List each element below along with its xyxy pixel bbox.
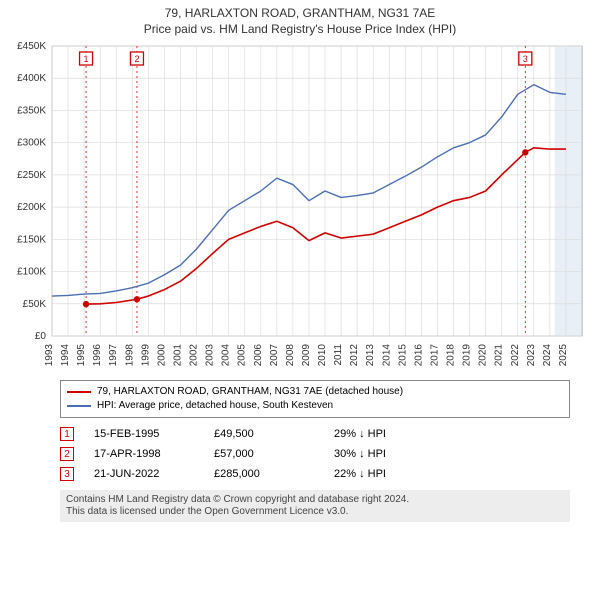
svg-text:2005: 2005 <box>237 344 248 367</box>
svg-text:2010: 2010 <box>317 344 328 367</box>
legend-item: 79, HARLAXTON ROAD, GRANTHAM, NG31 7AE (… <box>67 385 563 399</box>
svg-text:2: 2 <box>134 54 139 64</box>
svg-text:£400K: £400K <box>17 73 46 84</box>
svg-text:2021: 2021 <box>494 344 505 367</box>
legend-label: HPI: Average price, detached house, Sout… <box>97 399 333 413</box>
svg-text:2012: 2012 <box>349 344 360 367</box>
svg-text:2013: 2013 <box>365 344 376 367</box>
svg-text:2011: 2011 <box>333 344 344 366</box>
svg-text:2022: 2022 <box>510 344 521 367</box>
svg-text:1995: 1995 <box>76 344 87 367</box>
svg-text:£450K: £450K <box>17 41 46 52</box>
legend-swatch <box>67 405 91 407</box>
sale-price: £285,000 <box>214 468 334 480</box>
svg-text:2003: 2003 <box>205 344 216 367</box>
sale-marker-icon: 3 <box>60 467 74 481</box>
sale-delta: 30% ↓ HPI <box>334 448 454 460</box>
svg-text:£150K: £150K <box>17 234 46 245</box>
svg-text:2008: 2008 <box>285 344 296 367</box>
legend-swatch <box>67 391 91 393</box>
legend-item: HPI: Average price, detached house, Sout… <box>67 399 563 413</box>
svg-text:1997: 1997 <box>108 344 119 367</box>
sale-row: 3 21-JUN-2022 £285,000 22% ↓ HPI <box>60 464 570 484</box>
svg-text:1998: 1998 <box>124 344 135 367</box>
sale-price: £49,500 <box>214 428 334 440</box>
svg-text:2023: 2023 <box>526 344 537 367</box>
svg-text:2015: 2015 <box>397 344 408 367</box>
footer-line: Contains HM Land Registry data © Crown c… <box>66 494 564 506</box>
svg-text:1993: 1993 <box>44 344 55 367</box>
sale-row: 1 15-FEB-1995 £49,500 29% ↓ HPI <box>60 424 570 444</box>
sale-date: 15-FEB-1995 <box>94 428 214 440</box>
sales-table: 1 15-FEB-1995 £49,500 29% ↓ HPI 2 17-APR… <box>60 424 570 484</box>
svg-text:1994: 1994 <box>60 344 71 367</box>
sale-date: 21-JUN-2022 <box>94 468 214 480</box>
svg-text:1: 1 <box>84 54 89 64</box>
chart-title: 79, HARLAXTON ROAD, GRANTHAM, NG31 7AE <box>0 0 600 20</box>
svg-text:2020: 2020 <box>478 344 489 367</box>
sale-price: £57,000 <box>214 448 334 460</box>
legend: 79, HARLAXTON ROAD, GRANTHAM, NG31 7AE (… <box>60 380 570 418</box>
chart-subtitle: Price paid vs. HM Land Registry's House … <box>0 20 600 36</box>
svg-text:2004: 2004 <box>221 344 232 367</box>
svg-text:2025: 2025 <box>558 344 569 367</box>
svg-text:2018: 2018 <box>446 344 457 367</box>
svg-text:£300K: £300K <box>17 138 46 149</box>
svg-text:2002: 2002 <box>189 344 200 367</box>
svg-text:2014: 2014 <box>381 344 392 367</box>
svg-text:2006: 2006 <box>253 344 264 367</box>
svg-text:2009: 2009 <box>301 344 312 367</box>
svg-text:£0: £0 <box>35 331 47 342</box>
svg-text:1999: 1999 <box>140 344 151 367</box>
svg-text:2007: 2007 <box>269 344 280 367</box>
svg-text:1996: 1996 <box>92 344 103 367</box>
svg-text:2024: 2024 <box>542 344 553 367</box>
svg-text:£200K: £200K <box>17 202 46 213</box>
svg-text:3: 3 <box>523 54 528 64</box>
svg-text:£100K: £100K <box>17 267 46 278</box>
svg-text:2000: 2000 <box>156 344 167 367</box>
svg-text:£350K: £350K <box>17 105 46 116</box>
sale-marker-icon: 1 <box>60 427 74 441</box>
sale-date: 17-APR-1998 <box>94 448 214 460</box>
svg-text:2019: 2019 <box>462 344 473 367</box>
svg-text:£50K: £50K <box>23 299 47 310</box>
legend-label: 79, HARLAXTON ROAD, GRANTHAM, NG31 7AE (… <box>97 385 403 399</box>
sale-delta: 22% ↓ HPI <box>334 468 454 480</box>
price-chart: £0 £50K £100K £150K £200K £250K £300K £350K £400… <box>0 36 600 376</box>
footer-attribution: Contains HM Land Registry data © Crown c… <box>60 490 570 522</box>
svg-text:2017: 2017 <box>429 344 440 367</box>
footer-line: This data is licensed under the Open Gov… <box>66 506 564 518</box>
sale-row: 2 17-APR-1998 £57,000 30% ↓ HPI <box>60 444 570 464</box>
svg-text:2016: 2016 <box>413 344 424 367</box>
sale-delta: 29% ↓ HPI <box>334 428 454 440</box>
svg-text:2001: 2001 <box>172 344 183 367</box>
sale-marker-icon: 2 <box>60 447 74 461</box>
svg-text:£250K: £250K <box>17 170 46 181</box>
